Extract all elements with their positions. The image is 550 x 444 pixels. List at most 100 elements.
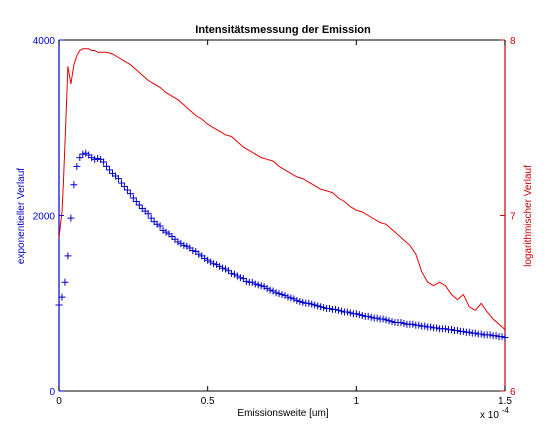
scatter-point bbox=[397, 319, 405, 327]
scatter-point bbox=[314, 302, 322, 310]
scatter-point bbox=[415, 321, 423, 329]
scatter-point bbox=[123, 186, 131, 194]
x-axis-scale-exponent: -4 bbox=[502, 406, 510, 415]
scatter-point bbox=[290, 295, 298, 303]
scatter-point bbox=[251, 280, 259, 288]
scatter-point bbox=[135, 201, 143, 209]
scatter-point bbox=[204, 256, 212, 264]
left-tick-label: 4000 bbox=[33, 36, 56, 47]
scatter-point bbox=[254, 281, 262, 289]
scatter-point bbox=[465, 328, 473, 336]
scatter-point bbox=[120, 183, 128, 191]
scatter-point bbox=[352, 310, 360, 318]
scatter-point bbox=[55, 301, 63, 309]
scatter-point bbox=[159, 226, 167, 234]
logarithmic-series-line bbox=[58, 48, 506, 330]
scatter-point bbox=[117, 179, 125, 187]
scatter-point bbox=[287, 294, 295, 302]
right-tick-label: 8 bbox=[510, 36, 516, 47]
x-axis-label: Emissionsweite [um] bbox=[237, 408, 328, 419]
scatter-point bbox=[400, 319, 408, 327]
scatter-point bbox=[144, 210, 152, 218]
right-tick-label: 6 bbox=[510, 387, 516, 398]
scatter-point bbox=[126, 190, 134, 198]
scatter-point bbox=[334, 306, 342, 314]
x-axis: 0 0.5 1 1.5 bbox=[56, 40, 512, 407]
scatter-point bbox=[278, 290, 286, 298]
scatter-point bbox=[311, 301, 319, 309]
scatter-point bbox=[337, 307, 345, 315]
scatter-point bbox=[213, 261, 221, 269]
scatter-point bbox=[162, 228, 170, 236]
scatter-point bbox=[433, 324, 441, 332]
scatter-point bbox=[326, 305, 334, 313]
scatter-point bbox=[257, 282, 265, 290]
x-axis-scale-base: x 10 bbox=[480, 410, 499, 421]
scatter-point bbox=[180, 241, 188, 249]
scatter-point bbox=[195, 250, 203, 258]
scatter-point bbox=[346, 309, 354, 317]
scatter-point bbox=[421, 322, 429, 330]
scatter-point bbox=[442, 325, 450, 333]
left-y-axis: 0 2000 4000 bbox=[33, 36, 64, 398]
scatter-point bbox=[281, 291, 289, 299]
scatter-point bbox=[284, 293, 292, 301]
scatter-point bbox=[293, 297, 301, 305]
scatter-point bbox=[91, 155, 99, 163]
scatter-point bbox=[153, 220, 161, 228]
scatter-point bbox=[343, 308, 351, 316]
scatter-point bbox=[317, 303, 325, 311]
scatter-point bbox=[82, 149, 90, 157]
scatter-point bbox=[114, 175, 122, 183]
scatter-point bbox=[320, 304, 328, 312]
scatter-point bbox=[174, 238, 182, 246]
scatter-point bbox=[385, 317, 393, 325]
scatter-point bbox=[94, 154, 102, 162]
scatter-point bbox=[358, 312, 366, 320]
scatter-point bbox=[233, 272, 241, 280]
scatter-point bbox=[486, 331, 494, 339]
scatter-point bbox=[269, 287, 277, 295]
scatter-point bbox=[230, 270, 238, 278]
scatter-point bbox=[373, 314, 381, 322]
scatter-point bbox=[88, 154, 96, 162]
scatter-point bbox=[379, 315, 387, 323]
scatter-point bbox=[207, 258, 215, 266]
scatter-point bbox=[58, 293, 66, 301]
scatter-point bbox=[477, 330, 485, 338]
scatter-point bbox=[266, 286, 274, 294]
left-tick-label: 2000 bbox=[33, 212, 56, 223]
scatter-point bbox=[219, 264, 227, 272]
scatter-point bbox=[183, 242, 191, 250]
scatter-point bbox=[236, 274, 244, 282]
scatter-point bbox=[260, 283, 268, 291]
scatter-point bbox=[299, 298, 307, 306]
exponential-series bbox=[55, 149, 509, 341]
scatter-point bbox=[61, 278, 69, 286]
scatter-point bbox=[106, 166, 114, 174]
scatter-point bbox=[447, 326, 455, 334]
scatter-point bbox=[222, 265, 230, 273]
scatter-point bbox=[216, 262, 224, 270]
x-tick-label: 1 bbox=[354, 396, 360, 407]
left-y-axis-label: exponentieller Verlauf bbox=[16, 168, 27, 264]
x-tick-label: 1.5 bbox=[498, 396, 512, 407]
scatter-point bbox=[147, 214, 155, 222]
right-tick-label: 7 bbox=[510, 212, 516, 223]
scatter-point bbox=[275, 290, 283, 298]
chart-title: Intensitätsmessung der Emission bbox=[195, 24, 371, 36]
scatter-point bbox=[459, 327, 467, 335]
scatter-point bbox=[242, 277, 250, 285]
scatter-point bbox=[201, 254, 209, 262]
scatter-point bbox=[227, 269, 235, 277]
scatter-point bbox=[355, 311, 363, 319]
x-tick-label: 0 bbox=[56, 396, 62, 407]
left-tick-label: 0 bbox=[49, 387, 55, 398]
scatter-point bbox=[132, 197, 140, 205]
scatter-point bbox=[409, 320, 417, 328]
scatter-point bbox=[364, 312, 372, 320]
scatter-point bbox=[492, 332, 500, 340]
scatter-point bbox=[189, 247, 197, 255]
